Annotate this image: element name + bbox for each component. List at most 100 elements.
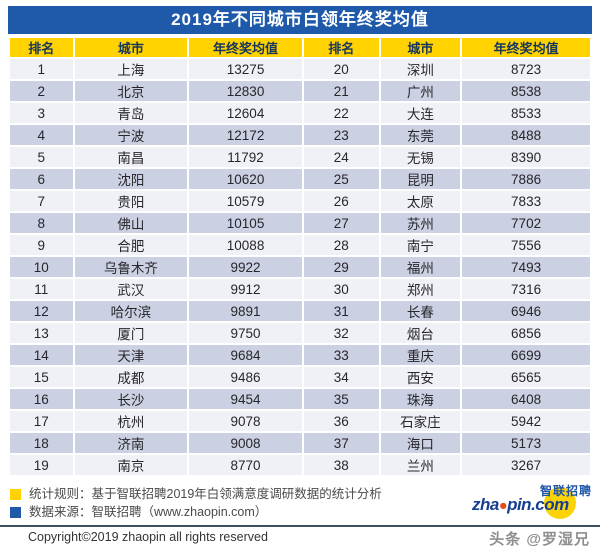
- rank-cell: 22: [301, 101, 381, 125]
- value-cell: 7886: [460, 167, 592, 191]
- value-cell: 5942: [460, 409, 592, 433]
- rank-cell: 6: [8, 167, 75, 191]
- value-cell: 12172: [187, 123, 304, 147]
- value-cell: 9008: [187, 431, 304, 455]
- value-cell: 8533: [460, 101, 592, 125]
- rank-cell: 20: [301, 57, 381, 81]
- value-cell: 7556: [460, 233, 592, 257]
- value-cell: 10088: [187, 233, 304, 257]
- value-cell: 10579: [187, 189, 304, 213]
- city-cell: 天津: [72, 343, 190, 367]
- city-cell: 南京: [72, 453, 190, 477]
- column-header: 排名: [301, 36, 381, 59]
- rank-cell: 30: [301, 277, 381, 301]
- rank-cell: 17: [8, 409, 75, 433]
- value-cell: 8488: [460, 123, 592, 147]
- table-row: 14 天津 9684 33 重庆 6699: [8, 343, 592, 367]
- note-stat-rule: 统计规则：基于智联招聘2019年白领满意度调研数据的统计分析: [8, 485, 592, 503]
- rank-cell: 10: [8, 255, 75, 279]
- city-cell: 珠海: [378, 387, 463, 411]
- note-data-source: 数据来源：智联招聘（www.zhaopin.com）: [8, 503, 592, 521]
- value-cell: 9912: [187, 277, 304, 301]
- value-cell: 12604: [187, 101, 304, 125]
- city-cell: 乌鲁木齐: [72, 255, 190, 279]
- value-cell: 9454: [187, 387, 304, 411]
- note-stat-rule-text: 统计规则：基于智联招聘2019年白领满意度调研数据的统计分析: [29, 487, 382, 501]
- value-cell: 5173: [460, 431, 592, 455]
- logo-domain-text: zha●pin.com: [472, 495, 569, 515]
- table-row: 15 成都 9486 34 西安 6565: [8, 365, 592, 389]
- value-cell: 9078: [187, 409, 304, 433]
- divider-line: [0, 525, 600, 527]
- city-cell: 昆明: [378, 167, 463, 191]
- value-cell: 7316: [460, 277, 592, 301]
- column-header: 城市: [378, 36, 463, 59]
- value-cell: 6408: [460, 387, 592, 411]
- city-cell: 无锡: [378, 145, 463, 169]
- city-cell: 杭州: [72, 409, 190, 433]
- city-cell: 青岛: [72, 101, 190, 125]
- table-row: 16 长沙 9454 35 珠海 6408: [8, 387, 592, 411]
- rank-cell: 2: [8, 79, 75, 103]
- column-header: 城市: [72, 36, 190, 59]
- city-cell: 沈阳: [72, 167, 190, 191]
- rank-cell: 8: [8, 211, 75, 235]
- value-cell: 9891: [187, 299, 304, 323]
- table-row: 8 佛山 10105 27 苏州 7702: [8, 211, 592, 235]
- city-cell: 广州: [378, 79, 463, 103]
- city-cell: 大连: [378, 101, 463, 125]
- city-cell: 北京: [72, 79, 190, 103]
- city-cell: 武汉: [72, 277, 190, 301]
- column-header: 年终奖均值: [187, 36, 304, 59]
- rank-cell: 3: [8, 101, 75, 125]
- logo-dot-icon: ●: [498, 498, 508, 514]
- value-cell: 6946: [460, 299, 592, 323]
- value-cell: 7702: [460, 211, 592, 235]
- value-cell: 13275: [187, 57, 304, 81]
- rank-cell: 33: [301, 343, 381, 367]
- rank-cell: 18: [8, 431, 75, 455]
- city-cell: 厦门: [72, 321, 190, 345]
- rank-cell: 27: [301, 211, 381, 235]
- table-row: 9 合肥 10088 28 南宁 7556: [8, 233, 592, 257]
- rank-cell: 5: [8, 145, 75, 169]
- city-cell: 海口: [378, 431, 463, 455]
- value-cell: 8390: [460, 145, 592, 169]
- rank-cell: 34: [301, 365, 381, 389]
- value-cell: 9922: [187, 255, 304, 279]
- city-cell: 石家庄: [378, 409, 463, 433]
- table-row: 7 贵阳 10579 26 太原 7833: [8, 189, 592, 213]
- value-cell: 9486: [187, 365, 304, 389]
- rank-cell: 35: [301, 387, 381, 411]
- rank-cell: 21: [301, 79, 381, 103]
- value-cell: 8723: [460, 57, 592, 81]
- city-cell: 东莞: [378, 123, 463, 147]
- rank-cell: 28: [301, 233, 381, 257]
- zhaopin-logo: 智联招聘 zha●pin.com: [472, 482, 592, 522]
- rank-cell: 7: [8, 189, 75, 213]
- table-row: 18 济南 9008 37 海口 5173: [8, 431, 592, 455]
- city-cell: 烟台: [378, 321, 463, 345]
- city-cell: 深圳: [378, 57, 463, 81]
- city-cell: 郑州: [378, 277, 463, 301]
- value-cell: 11792: [187, 145, 304, 169]
- value-cell: 6856: [460, 321, 592, 345]
- value-cell: 7493: [460, 255, 592, 279]
- rank-cell: 11: [8, 277, 75, 301]
- table-row: 3 青岛 12604 22 大连 8533: [8, 101, 592, 125]
- city-cell: 佛山: [72, 211, 190, 235]
- rank-cell: 15: [8, 365, 75, 389]
- logo-text-pre: zha: [472, 495, 499, 514]
- rank-cell: 9: [8, 233, 75, 257]
- footnotes: 统计规则：基于智联招聘2019年白领满意度调研数据的统计分析 数据来源：智联招聘…: [8, 485, 592, 521]
- rank-cell: 38: [301, 453, 381, 477]
- copyright-text: Copyright©2019 zhaopin all rights reserv…: [28, 530, 268, 544]
- logo-text-post: pin.com: [507, 495, 569, 514]
- yellow-square-icon: [10, 488, 21, 500]
- city-cell: 重庆: [378, 343, 463, 367]
- table-row: 13 厦门 9750 32 烟台 6856: [8, 321, 592, 345]
- bonus-table-body: 1 上海 13275 20 深圳 8723 2 北京 12830 21 广州 8538 3 青岛 12604…: [8, 57, 592, 477]
- value-cell: 3267: [460, 453, 592, 477]
- column-header: 年终奖均值: [460, 36, 592, 59]
